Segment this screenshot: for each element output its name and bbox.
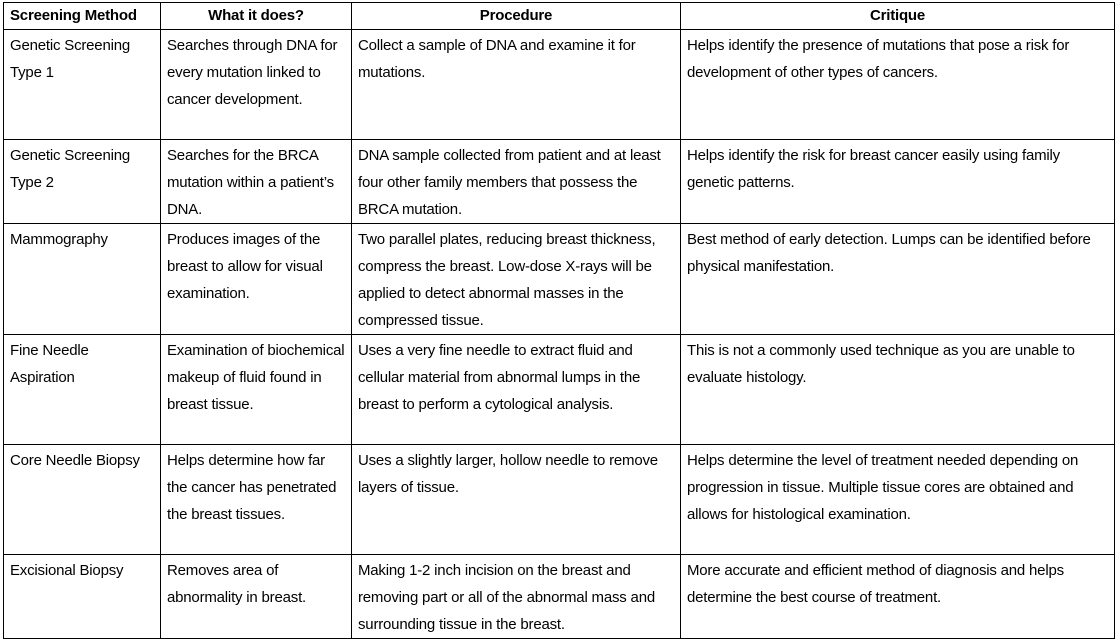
table-cell: Two parallel plates, reducing breast thi… (351, 223, 681, 335)
table-cell: Uses a slightly larger, hollow needle to… (351, 444, 681, 555)
table-cell: This is not a commonly used technique as… (680, 334, 1115, 445)
table-row: Genetic Screening Type 1 Searches through… (3, 29, 1115, 140)
table-body: Genetic Screening Type 1 Searches through… (3, 29, 1115, 639)
table-cell: Produces images of the breast to allow f… (160, 223, 352, 335)
column-header: Critique (680, 2, 1115, 30)
table-cell: Making 1-2 inch incision on the breast a… (351, 554, 681, 639)
table-cell: Examination of biochemical makeup of flu… (160, 334, 352, 445)
table-cell: Excisional Biopsy (3, 554, 161, 639)
table-cell: Helps identify the risk for breast cance… (680, 139, 1115, 224)
table-cell: Helps identify the presence of mutations… (680, 29, 1115, 140)
table-cell: More accurate and efficient method of di… (680, 554, 1115, 639)
table-cell: Core Needle Biopsy (3, 444, 161, 555)
table-cell: Genetic Screening Type 1 (3, 29, 161, 140)
screening-table: Screening Method What it does? Procedure Cr… (3, 2, 1115, 639)
table-row: Core Needle Biopsy Helps determine how fa… (3, 444, 1115, 555)
table-cell: Searches through DNA for every mutation … (160, 29, 352, 140)
table-cell: Searches for the BRCA mutation within a … (160, 139, 352, 224)
table-row: Excisional Biopsy Removes area of abnorma… (3, 554, 1115, 639)
table-row: Fine Needle Aspiration Examination of bio… (3, 334, 1115, 445)
table-cell: Uses a very fine needle to extract fluid… (351, 334, 681, 445)
column-header: What it does? (160, 2, 352, 30)
table-cell: Genetic Screening Type 2 (3, 139, 161, 224)
column-header: Screening Method (3, 2, 161, 30)
table-row: Mammography Produces images of the breast… (3, 223, 1115, 335)
table-cell: Removes area of abnormality in breast. (160, 554, 352, 639)
table-cell: Best method of early detection. Lumps ca… (680, 223, 1115, 335)
table-cell: Fine Needle Aspiration (3, 334, 161, 445)
column-header: Procedure (351, 2, 681, 30)
table-cell: Mammography (3, 223, 161, 335)
table-cell: DNA sample collected from patient and at… (351, 139, 681, 224)
table-cell: Helps determine the level of treatment n… (680, 444, 1115, 555)
header-row: Screening Method What it does? Procedure Cr… (3, 2, 1115, 30)
table-row: Genetic Screening Type 2 Searches for the… (3, 139, 1115, 224)
table-cell: Collect a sample of DNA and examine it f… (351, 29, 681, 140)
table-cell: Helps determine how far the cancer has p… (160, 444, 352, 555)
